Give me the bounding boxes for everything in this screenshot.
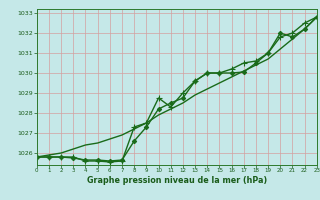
X-axis label: Graphe pression niveau de la mer (hPa): Graphe pression niveau de la mer (hPa) [87, 176, 267, 185]
